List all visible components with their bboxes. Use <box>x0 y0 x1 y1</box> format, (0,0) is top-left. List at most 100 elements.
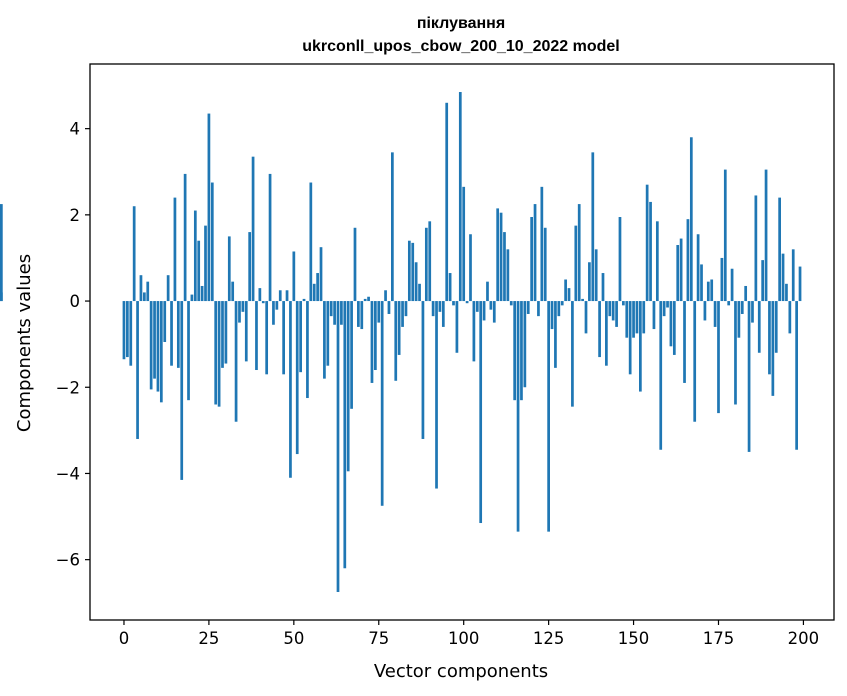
bar-33 <box>234 301 238 422</box>
bar-82 <box>401 301 404 327</box>
x-tick-label: 75 <box>368 629 389 648</box>
bar-185 <box>751 301 754 323</box>
bar-101 <box>465 301 469 304</box>
bar-132 <box>571 301 574 407</box>
bar-176 <box>720 257 724 302</box>
bar-77 <box>384 290 387 302</box>
y-tick-label: 0 <box>70 292 81 311</box>
bar-151 <box>635 301 639 334</box>
bar-87 <box>418 283 421 302</box>
bar-51 <box>295 301 299 455</box>
bar-150 <box>632 301 635 338</box>
bar-127 <box>554 301 557 368</box>
bar-41 <box>261 301 265 304</box>
bar-141 <box>601 273 605 302</box>
bar-145 <box>615 301 618 327</box>
bar-85 <box>411 242 415 302</box>
bar-18 <box>183 173 187 302</box>
bar-79 <box>391 152 394 302</box>
bar-153 <box>642 301 646 334</box>
bar-102 <box>469 234 472 302</box>
y-tick-label: −2 <box>56 378 80 397</box>
bar-86 <box>414 262 418 302</box>
bar-182 <box>740 301 744 314</box>
bar-54 <box>306 301 309 399</box>
bar-143 <box>608 301 612 317</box>
x-tick-label: 200 <box>788 629 820 648</box>
bar-50 <box>292 251 296 302</box>
bar-71 <box>363 298 367 302</box>
bar-144 <box>611 301 615 321</box>
bar-45 <box>275 301 279 310</box>
bar-159 <box>662 301 666 317</box>
bar-26 <box>210 182 214 302</box>
bar-192 <box>774 301 778 353</box>
bar-184 <box>747 301 751 452</box>
bar-0 <box>122 301 126 360</box>
bar-93 <box>438 301 442 312</box>
bar-99 <box>458 92 462 302</box>
bar-179 <box>730 268 734 302</box>
bar-22 <box>197 240 201 302</box>
bar-97 <box>452 301 455 306</box>
bar-105 <box>479 301 483 524</box>
bar-191 <box>771 301 775 396</box>
bar-27 <box>214 301 218 405</box>
y-tick-label: 2 <box>70 206 81 225</box>
bar-178 <box>727 301 731 306</box>
bar-123 <box>540 186 544 302</box>
bar-163 <box>676 245 680 302</box>
bar-108 <box>489 301 493 310</box>
bar-70 <box>360 301 364 330</box>
bar-21 <box>193 210 197 302</box>
bar-94 <box>441 301 445 327</box>
bar-173 <box>710 279 714 302</box>
bar-29 <box>221 301 224 368</box>
bar-152 <box>639 301 642 392</box>
bar-56 <box>312 283 316 302</box>
bar-61 <box>329 301 333 317</box>
bar-111 <box>499 212 503 302</box>
bar-128 <box>557 301 561 317</box>
bar-23 <box>200 285 204 302</box>
bar-174 <box>713 301 717 327</box>
bar-193 <box>778 197 781 302</box>
bar-92 <box>435 301 438 489</box>
bar-58 <box>319 247 323 302</box>
bar-112 <box>503 232 506 302</box>
bar-170 <box>700 264 703 302</box>
bar-96 <box>448 273 452 302</box>
bar-175 <box>717 301 720 414</box>
bar-undefined <box>0 204 3 302</box>
bar-103 <box>472 301 476 362</box>
x-tick-label: 100 <box>448 629 480 648</box>
bar-4 <box>136 301 139 439</box>
bar-124 <box>543 227 547 302</box>
bar-142 <box>605 301 608 366</box>
bars-group <box>0 92 802 592</box>
bar-13 <box>166 275 170 302</box>
chart-title-line1: піклування <box>417 15 505 32</box>
bar-195 <box>785 283 788 302</box>
bar-25 <box>207 113 211 302</box>
bar-95 <box>445 102 449 302</box>
bar-146 <box>618 217 622 302</box>
bar-67 <box>350 301 353 409</box>
bar-130 <box>564 279 567 302</box>
bar-156 <box>652 301 656 330</box>
bar-100 <box>462 186 466 302</box>
y-tick-label: 4 <box>70 120 81 139</box>
bar-89 <box>424 227 428 302</box>
bar-155 <box>649 201 652 302</box>
bar-157 <box>655 221 659 302</box>
bar-60 <box>326 301 330 366</box>
bar-107 <box>486 281 489 302</box>
bar-194 <box>781 253 785 302</box>
bar-171 <box>703 301 707 321</box>
bar-73 <box>370 301 374 383</box>
y-axis-label: Components values <box>14 254 35 432</box>
bar-37 <box>248 232 252 302</box>
bar-80 <box>394 301 398 381</box>
bar-188 <box>761 260 765 302</box>
